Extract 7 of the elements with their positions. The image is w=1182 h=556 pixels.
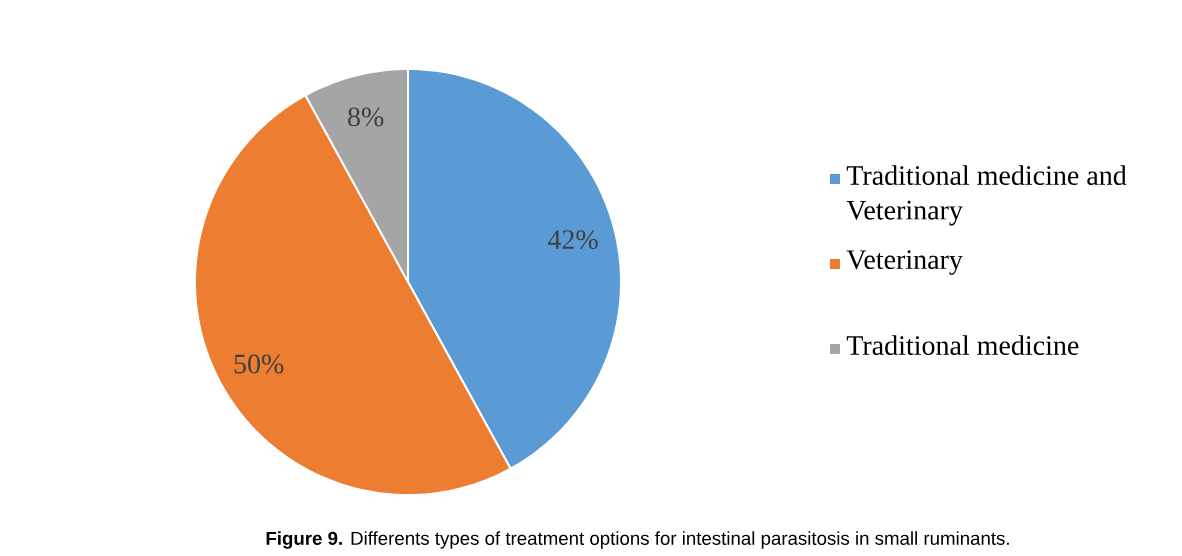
legend-label: Veterinary (846, 250, 963, 275)
data-label: 42% (547, 230, 598, 250)
data-label: 8% (348, 107, 384, 127)
text: Figure 9. Differents types of treatment options for intestinal parasitosis in small ruminants. (266, 531, 1009, 549)
legend-label: Traditional medicine and Veterinary (846, 165, 1127, 226)
legend-label: Traditional medicine (846, 335, 1079, 355)
data-label: 50% (234, 354, 284, 374)
